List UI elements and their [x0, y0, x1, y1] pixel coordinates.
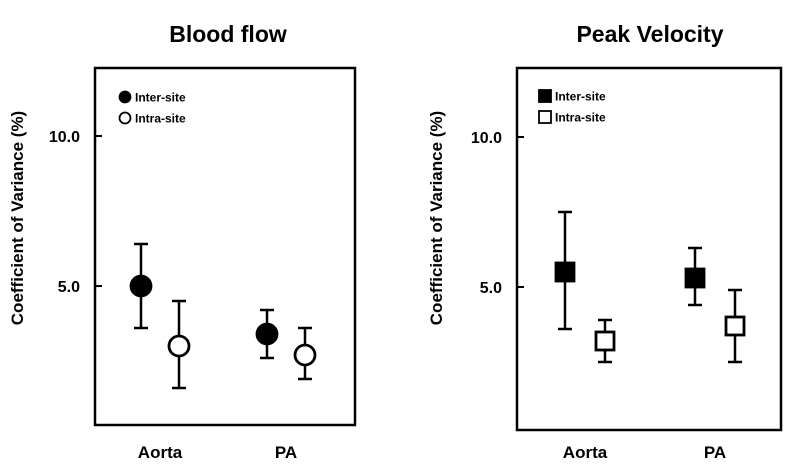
y-tick-label: 5.0 — [480, 280, 502, 297]
legend-label: Inter-site — [135, 91, 186, 105]
y-tick-label: 10.0 — [49, 129, 80, 146]
data-point — [293, 343, 317, 367]
data-point — [255, 322, 279, 346]
plot-frame — [515, 66, 783, 432]
data-point — [684, 267, 706, 289]
y-ticks: 5.0 10.0 — [49, 129, 102, 296]
x-category-label: Aorta — [563, 443, 608, 462]
x-category-label: PA — [704, 443, 726, 462]
x-category-label: PA — [275, 443, 297, 462]
legend: Inter-site Intra-site — [538, 89, 606, 125]
legend-label: Intra-site — [135, 112, 186, 126]
data-point — [167, 334, 191, 358]
legend-marker — [538, 110, 552, 124]
y-axis-label: Coefficient of Variance (%) — [8, 111, 27, 325]
y-ticks: 5.0 10.0 — [471, 130, 524, 297]
data-marks — [554, 210, 746, 364]
blood-flow-panel: Blood flow Coefficient of Variance (%) 5… — [8, 21, 357, 462]
data-point — [554, 261, 576, 283]
x-category-label: Aorta — [138, 443, 183, 462]
legend-marker — [118, 90, 132, 104]
chart-title: Blood flow — [169, 21, 287, 47]
data-marks — [129, 242, 317, 390]
y-tick-label: 5.0 — [58, 279, 80, 296]
legend-label: Intra-site — [555, 111, 606, 125]
data-point — [724, 315, 746, 337]
legend-marker — [538, 89, 552, 103]
legend: Inter-site Intra-site — [118, 90, 186, 126]
x-categories: Aorta PA — [138, 443, 297, 462]
plot-frame — [93, 66, 357, 427]
x-categories: Aorta PA — [563, 443, 726, 462]
legend-marker — [118, 111, 132, 125]
data-point — [594, 330, 616, 352]
y-tick-label: 10.0 — [471, 130, 502, 147]
y-axis-label: Coefficient of Variance (%) — [427, 111, 446, 325]
peak-velocity-panel: Peak Velocity Coefficient of Variance (%… — [427, 21, 783, 462]
chart-title: Peak Velocity — [576, 21, 723, 47]
legend-label: Inter-site — [555, 90, 606, 104]
data-point — [129, 274, 153, 298]
